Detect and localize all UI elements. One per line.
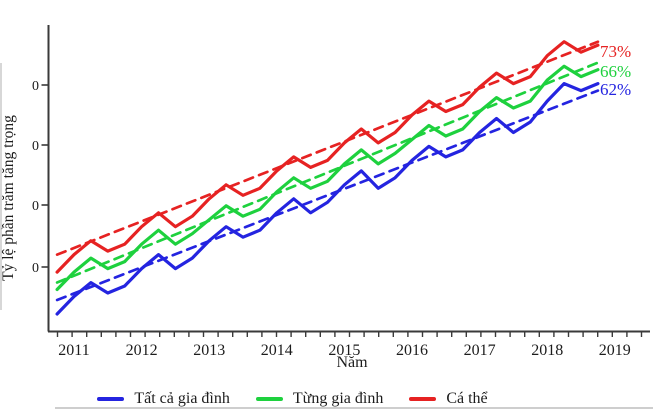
legend-label: Tất cả gia đình: [134, 390, 230, 407]
legend-label: Từng gia đình: [292, 390, 384, 407]
y-axis-tick-label: 0: [32, 199, 39, 214]
x-axis-year-label: 2019: [599, 342, 631, 359]
legend-swatch-red-line: [409, 396, 437, 402]
legend-item-each-household: Từng gia đình: [255, 390, 384, 408]
series-end-label-tung-gia-dinh: 66%: [600, 62, 632, 81]
legend-label: Cá thể: [446, 390, 488, 407]
y-axis-tick-label: 0: [32, 261, 39, 276]
x-axis-year-label: 2015: [328, 342, 360, 359]
trend-line-dashed: [55, 89, 600, 302]
x-axis-title: Năm: [336, 354, 368, 371]
y-axis-title: Tỷ lệ phần trăm tăng trọng: [0, 115, 17, 281]
x-axis-year-label: 2013: [193, 342, 225, 359]
series-line-solid: [55, 64, 600, 292]
y-axis-tick-label: 0: [32, 79, 39, 94]
legend-item-all-households: Tất cả gia đình: [97, 390, 230, 408]
x-axis-year-label: 2014: [261, 342, 293, 359]
trend-line-dashed: [55, 61, 600, 284]
x-axis-year-label: 2011: [58, 342, 89, 359]
scan-edge-artifact-left: [0, 63, 2, 310]
legend-swatch-blue-line: [97, 396, 125, 402]
x-axis-year-label: 2018: [531, 342, 563, 359]
series-line-solid: [55, 81, 600, 316]
series-end-label-ca-the: 73%: [600, 42, 632, 61]
trend-line-dashed: [55, 40, 600, 256]
legend-item-individual: Cá thể: [409, 390, 488, 408]
legend-swatch-green-line: [255, 396, 283, 402]
series-line-solid: [55, 40, 600, 274]
y-axis-tick-label: 0: [32, 139, 39, 154]
x-axis-year-label: 2012: [126, 342, 158, 359]
x-axis-year-label: 2016: [396, 342, 428, 359]
scan-edge-artifact-bottom: [55, 407, 653, 409]
series-end-label-tat-ca-gia-dinh: 62%: [600, 80, 632, 99]
chart-legend: Tất cả gia đình Từng gia đình Cá thể: [0, 388, 655, 410]
x-axis-year-label: 2017: [464, 342, 496, 359]
